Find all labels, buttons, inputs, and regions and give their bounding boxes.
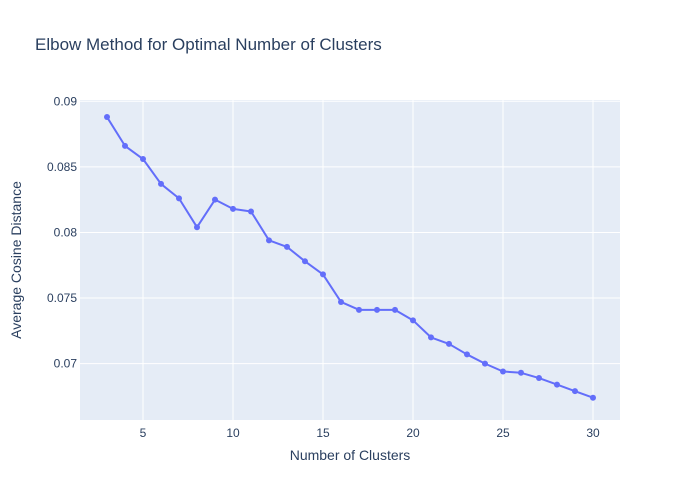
- data-point: [302, 258, 308, 265]
- x-tick-label: 10: [226, 426, 240, 440]
- data-point: [320, 271, 326, 278]
- data-point: [392, 306, 398, 313]
- data-point: [248, 208, 254, 215]
- data-point: [590, 394, 596, 401]
- data-point: [284, 243, 290, 250]
- plot-area: [80, 100, 620, 420]
- x-tick-label: 20: [406, 426, 420, 440]
- data-point: [230, 205, 236, 212]
- x-axis-ticks: 5 10 15 20 25 30: [140, 426, 600, 440]
- data-point: [446, 340, 452, 347]
- data-point: [518, 369, 524, 376]
- data-point: [554, 381, 560, 388]
- series-points-group: [104, 114, 596, 401]
- y-tick-label: 0.085: [47, 160, 77, 174]
- y-axis-title: Average Cosine Distance: [8, 181, 24, 339]
- data-point: [266, 237, 272, 244]
- data-point: [536, 375, 542, 382]
- data-point: [572, 388, 578, 395]
- series-line-group: [106, 116, 594, 399]
- data-point: [212, 196, 218, 203]
- y-tick-label: 0.08: [54, 225, 78, 239]
- y-tick-label: 0.09: [54, 94, 78, 108]
- data-point: [176, 195, 182, 202]
- series-line: [106, 116, 594, 399]
- data-point: [338, 298, 344, 305]
- data-point: [122, 142, 128, 149]
- y-tick-label: 0.075: [47, 291, 77, 305]
- data-point: [194, 224, 200, 231]
- data-point: [356, 306, 362, 313]
- x-tick-label: 30: [586, 426, 600, 440]
- data-point: [158, 180, 164, 187]
- x-tick-label: 5: [140, 426, 147, 440]
- data-point: [104, 114, 110, 121]
- chart-title: Elbow Method for Optimal Number of Clust…: [35, 35, 382, 54]
- y-axis-ticks: 0.07 0.075 0.08 0.085 0.09: [47, 94, 77, 370]
- data-point: [428, 334, 434, 341]
- y-tick-label: 0.07: [54, 357, 78, 371]
- x-tick-label: 25: [496, 426, 510, 440]
- data-point: [464, 351, 470, 358]
- data-point: [374, 306, 380, 313]
- data-point: [482, 360, 488, 367]
- x-tick-label: 15: [316, 426, 330, 440]
- x-axis-title: Number of Clusters: [290, 447, 411, 463]
- data-point: [500, 368, 506, 375]
- data-point: [410, 317, 416, 324]
- data-point: [140, 156, 146, 163]
- y-gridlines: [80, 100, 620, 365]
- x-gridlines: [142, 100, 594, 420]
